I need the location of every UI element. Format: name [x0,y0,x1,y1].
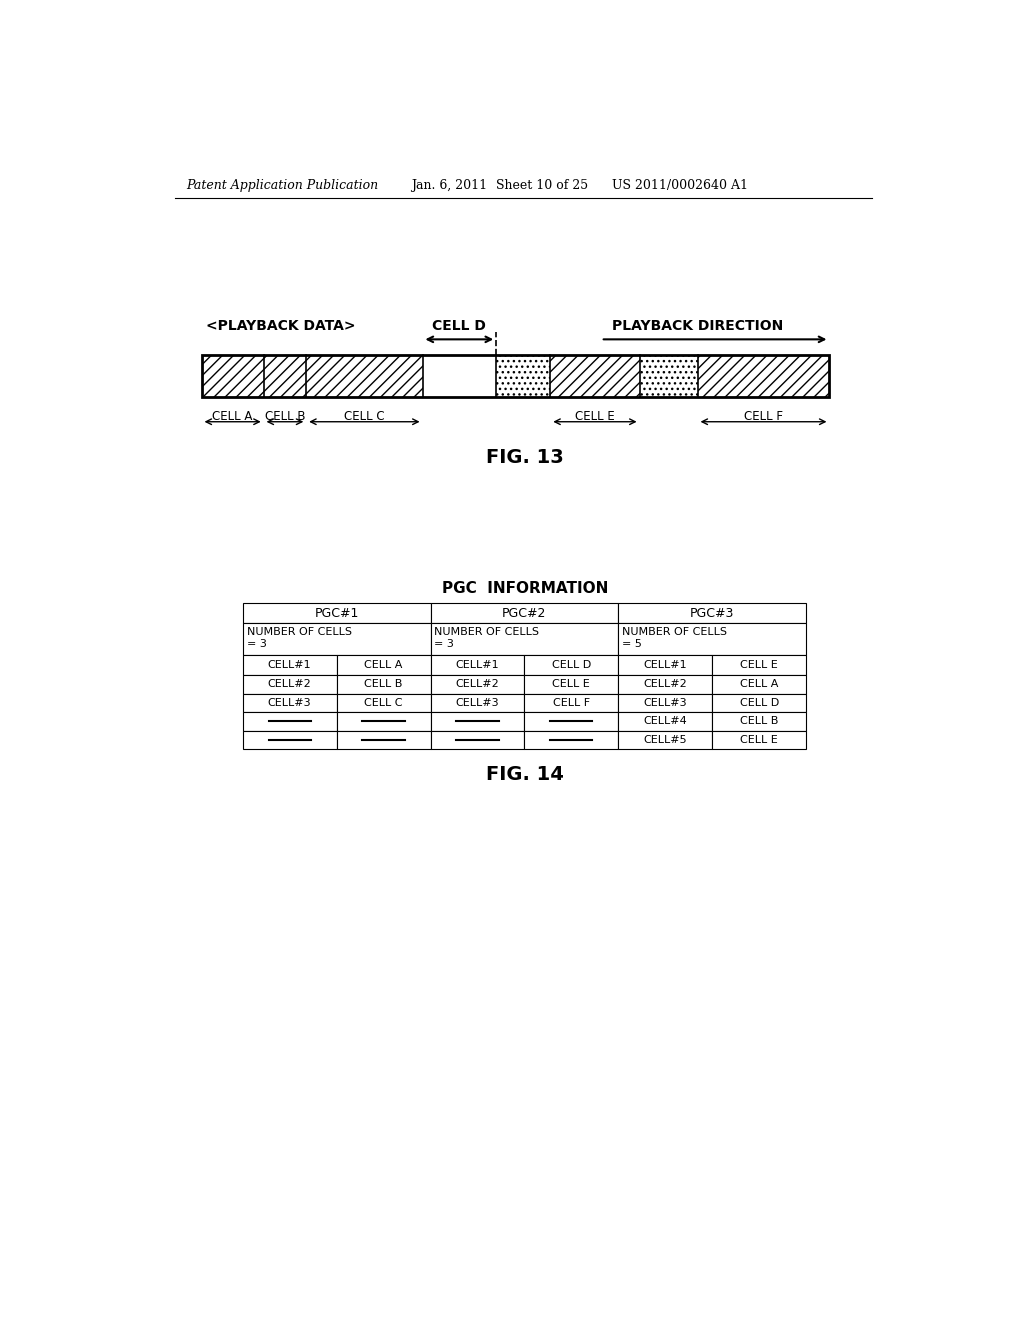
Bar [337,711,430,730]
Bar [524,711,618,730]
Bar [337,693,430,711]
Text: CELL#3: CELL#3 [456,698,500,708]
Bar [243,730,337,748]
Text: CELL#1: CELL#1 [643,660,687,671]
Text: NUMBER OF CELLS: NUMBER OF CELLS [434,627,540,636]
Text: NUMBER OF CELLS: NUMBER OF CELLS [623,627,727,636]
Bar [430,693,524,711]
Bar [430,711,524,730]
Bar [243,655,337,675]
Text: CELL#3: CELL#3 [268,698,311,708]
Bar [263,355,306,397]
Bar [618,623,806,655]
Bar [524,675,618,693]
Text: CELL C: CELL C [344,411,385,424]
Bar [640,355,697,397]
Bar [243,623,430,655]
Text: = 3: = 3 [434,639,455,649]
Text: Jan. 6, 2011: Jan. 6, 2011 [411,178,487,191]
Text: CELL A: CELL A [365,660,402,671]
Text: CELL F: CELL F [553,698,590,708]
Bar [618,730,713,748]
Bar [243,693,337,711]
Text: CELL#4: CELL#4 [643,717,687,726]
Bar [430,655,524,675]
Bar [337,675,430,693]
Bar [243,603,430,623]
Bar [618,711,713,730]
Bar [550,355,640,397]
Text: CELL A: CELL A [212,411,253,424]
Bar [618,693,713,711]
Bar [243,711,337,730]
Text: CELL B: CELL B [264,411,305,424]
Text: FIG. 14: FIG. 14 [485,764,564,784]
Text: CELL B: CELL B [365,680,402,689]
Text: CELL#1: CELL#1 [268,660,311,671]
Bar [524,655,618,675]
Text: CELL E: CELL E [553,680,590,689]
Text: CELL B: CELL B [740,717,778,726]
Text: CELL#5: CELL#5 [643,735,687,744]
Bar [430,623,618,655]
Bar [496,355,550,397]
Bar [713,711,806,730]
Text: CELL D: CELL D [739,698,779,708]
Text: CELL#2: CELL#2 [456,680,500,689]
Bar [618,603,806,623]
Text: CELL C: CELL C [365,698,402,708]
Text: CELL#2: CELL#2 [643,680,687,689]
Text: PGC  INFORMATION: PGC INFORMATION [441,581,608,595]
Bar [524,693,618,711]
Text: NUMBER OF CELLS: NUMBER OF CELLS [247,627,351,636]
Bar [713,730,806,748]
Bar [337,655,430,675]
Text: CELL E: CELL E [575,411,614,424]
Text: CELL D: CELL D [552,660,591,671]
Bar [697,355,829,397]
Bar [713,675,806,693]
Bar [430,675,524,693]
Bar [243,675,337,693]
Text: CELL E: CELL E [740,735,778,744]
Text: = 3: = 3 [247,639,266,649]
Bar [337,730,430,748]
Bar [430,603,618,623]
Text: PGC#1: PGC#1 [314,607,358,619]
Text: CELL#3: CELL#3 [643,698,687,708]
Text: CELL A: CELL A [740,680,778,689]
Bar [430,730,524,748]
Text: CELL#2: CELL#2 [268,680,311,689]
Bar [202,355,263,397]
Bar [618,675,713,693]
Text: FIG. 13: FIG. 13 [486,447,563,467]
Bar [423,355,496,397]
Text: CELL#1: CELL#1 [456,660,500,671]
Bar [713,655,806,675]
Text: = 5: = 5 [623,639,642,649]
Text: PGC#2: PGC#2 [502,607,547,619]
Bar [713,693,806,711]
Text: PLAYBACK DIRECTION: PLAYBACK DIRECTION [612,319,783,333]
Text: CELL F: CELL F [744,411,783,424]
Bar [524,730,618,748]
Text: Patent Application Publication: Patent Application Publication [186,178,378,191]
Text: PGC#3: PGC#3 [690,607,734,619]
Text: <PLAYBACK DATA>: <PLAYBACK DATA> [206,319,355,333]
Text: Sheet 10 of 25: Sheet 10 of 25 [496,178,588,191]
Bar [306,355,423,397]
Bar [618,655,713,675]
Text: US 2011/0002640 A1: US 2011/0002640 A1 [612,178,749,191]
Bar [202,355,829,397]
Text: CELL E: CELL E [740,660,778,671]
Text: CELL D: CELL D [432,319,485,333]
